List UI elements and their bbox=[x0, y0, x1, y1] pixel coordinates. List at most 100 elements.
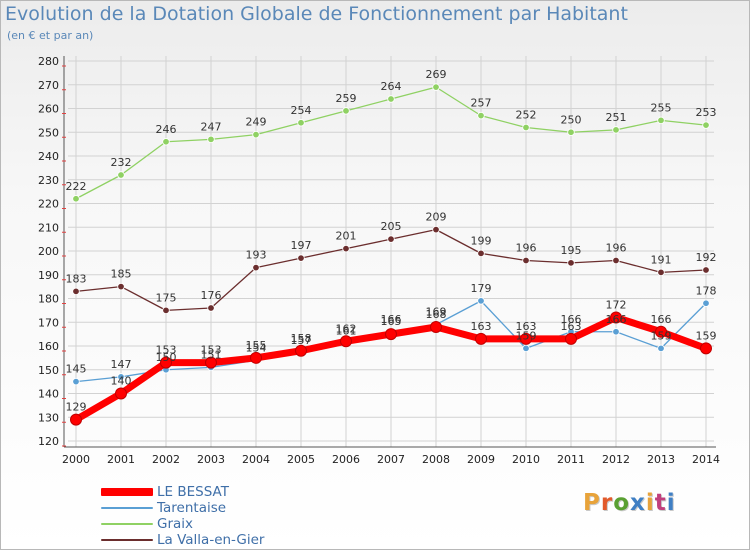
x-tick-label: 2012 bbox=[602, 453, 630, 466]
data-label: 209 bbox=[426, 211, 447, 224]
series-point bbox=[700, 342, 712, 355]
x-tick-label: 2014 bbox=[692, 453, 720, 466]
y-tick-label: 280 bbox=[38, 55, 59, 68]
series-point bbox=[252, 130, 260, 139]
series-point bbox=[72, 195, 80, 203]
legend-swatch bbox=[101, 488, 153, 496]
x-tick-label: 2011 bbox=[557, 453, 585, 466]
data-label: 179 bbox=[471, 282, 492, 295]
series-point bbox=[207, 304, 215, 312]
data-label: 159 bbox=[696, 329, 717, 342]
legend-label: LE BESSAT bbox=[157, 484, 229, 500]
data-label: 163 bbox=[516, 320, 537, 333]
series-point bbox=[387, 235, 395, 243]
data-label: 151 bbox=[201, 348, 222, 361]
series-point bbox=[160, 356, 172, 369]
series-point bbox=[297, 119, 305, 127]
x-tick-label: 2005 bbox=[287, 453, 315, 466]
data-label: 193 bbox=[246, 249, 267, 262]
series-point bbox=[432, 225, 440, 234]
series-point bbox=[520, 332, 532, 345]
data-label: 196 bbox=[516, 242, 537, 255]
y-tick-label: 230 bbox=[38, 174, 59, 187]
brand-letter: o bbox=[613, 490, 631, 516]
data-label: 166 bbox=[606, 313, 627, 326]
data-label: 175 bbox=[156, 291, 177, 304]
y-tick-label: 150 bbox=[38, 364, 59, 377]
x-tick-label: 2002 bbox=[152, 453, 180, 466]
series-point bbox=[297, 254, 305, 262]
data-label: 159 bbox=[651, 329, 672, 342]
data-label: 246 bbox=[156, 123, 177, 136]
data-label: 168 bbox=[426, 308, 447, 321]
series-point bbox=[612, 328, 620, 336]
series-point bbox=[612, 256, 620, 265]
data-label: 255 bbox=[651, 101, 672, 114]
data-label: 252 bbox=[516, 109, 537, 122]
x-tick-label: 2007 bbox=[377, 453, 405, 466]
data-label: 158 bbox=[291, 332, 312, 345]
x-tick-label: 2001 bbox=[107, 453, 135, 466]
series-point bbox=[207, 135, 215, 144]
data-label: 157 bbox=[291, 334, 312, 347]
legend-item: La Valla-en-Gier bbox=[101, 532, 265, 548]
series-point bbox=[477, 249, 485, 258]
chart-title: Evolution de la Dotation Globale de Fonc… bbox=[5, 3, 628, 25]
series-point bbox=[567, 128, 575, 136]
data-label: 166 bbox=[651, 313, 672, 326]
data-label: 201 bbox=[336, 230, 357, 243]
series-point bbox=[565, 332, 577, 345]
legend-swatch bbox=[101, 539, 153, 541]
x-tick-label: 2009 bbox=[467, 453, 495, 466]
series-point bbox=[340, 335, 352, 348]
y-tick-label: 170 bbox=[38, 316, 59, 329]
brand-letter: t bbox=[654, 490, 667, 516]
x-tick-label: 2004 bbox=[242, 453, 270, 466]
series-point bbox=[522, 256, 530, 265]
y-tick-label: 200 bbox=[38, 245, 59, 258]
brand-letter: x bbox=[630, 490, 646, 516]
legend-item: Tarentaise bbox=[101, 500, 265, 516]
data-labels: 183 185 175 176 193 197 201 205 209 199 196 195 196 1… bbox=[66, 68, 717, 414]
x-tick-label: 2013 bbox=[647, 453, 675, 466]
legend-label: La Valla-en-Gier bbox=[157, 532, 265, 548]
legend-label: Tarentaise bbox=[157, 500, 227, 516]
grid bbox=[68, 56, 714, 447]
y-tick-label: 180 bbox=[38, 293, 59, 306]
series-point bbox=[657, 344, 665, 353]
data-label: 176 bbox=[201, 289, 222, 302]
data-label: 250 bbox=[561, 113, 582, 126]
series-point bbox=[610, 311, 622, 324]
data-label: 264 bbox=[381, 80, 402, 93]
series-point bbox=[117, 373, 125, 381]
series-point bbox=[117, 282, 125, 291]
data-label: 247 bbox=[201, 120, 222, 133]
data-label: 165 bbox=[381, 315, 402, 328]
data-label: 205 bbox=[381, 220, 402, 233]
y-tick-label: 220 bbox=[38, 198, 59, 211]
series-point bbox=[295, 344, 307, 357]
series-point bbox=[342, 107, 350, 115]
data-label: 166 bbox=[381, 313, 402, 326]
proxiti-logo: Proxiti bbox=[583, 490, 676, 516]
data-label: 147 bbox=[111, 358, 132, 371]
data-label: 222 bbox=[66, 180, 87, 193]
series-point bbox=[657, 268, 665, 277]
data-label: 183 bbox=[66, 272, 87, 285]
data-label: 169 bbox=[426, 306, 447, 319]
y-tick-label: 190 bbox=[38, 269, 59, 282]
x-tick-label: 2000 bbox=[62, 453, 90, 466]
series-point bbox=[385, 328, 397, 341]
series-point bbox=[162, 306, 170, 315]
legend: LE BESSAT Tarentaise Graix La Valla-en-Gier bbox=[101, 484, 265, 548]
x-tick-label: 2010 bbox=[512, 453, 540, 466]
series-point bbox=[657, 116, 665, 125]
y-tick-label: 250 bbox=[38, 126, 59, 139]
legend-swatch bbox=[101, 523, 153, 525]
x-tick-label: 2003 bbox=[197, 453, 225, 466]
data-label: 155 bbox=[246, 339, 267, 352]
data-label: 257 bbox=[471, 97, 492, 110]
series-point bbox=[702, 266, 710, 274]
series-point bbox=[567, 259, 575, 267]
